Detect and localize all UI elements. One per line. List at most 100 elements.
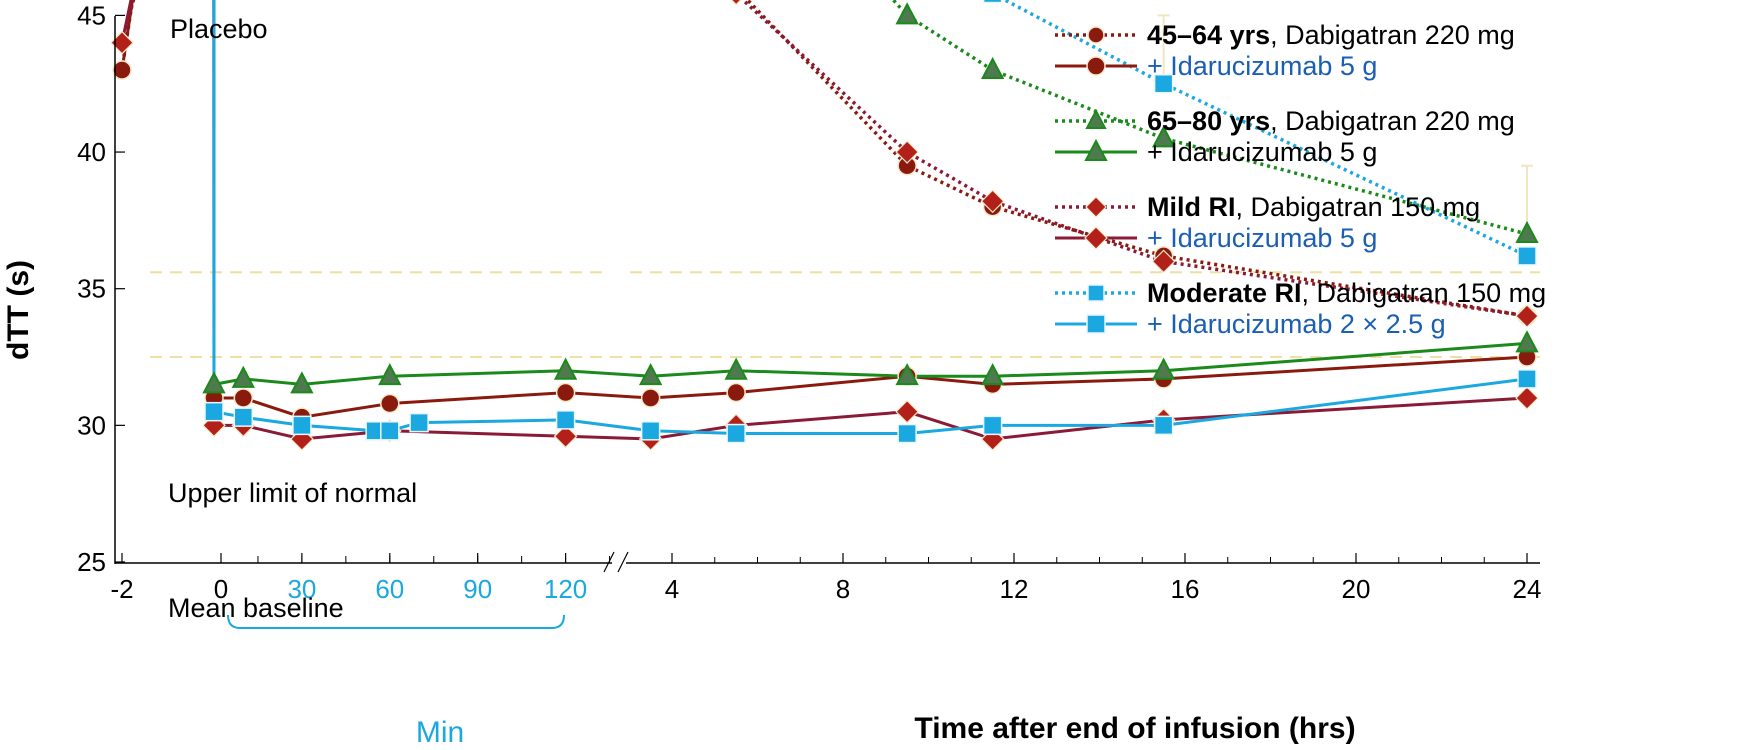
- marker-square: [897, 423, 917, 444]
- marker-triangle: [378, 363, 402, 386]
- x-tick-label-min-30: 30: [287, 574, 316, 604]
- marker-triangle: [895, 363, 919, 386]
- marker-square: [982, 0, 1003, 4]
- x-min-label: Min: [416, 716, 464, 749]
- legend-rest: , Dabigatran 150 mg: [1302, 278, 1547, 308]
- series-markers: [110, 0, 1539, 451]
- marker-circle: [640, 388, 661, 408]
- x-tick-label-hrs-16: 16: [1171, 574, 1200, 604]
- y-tick-label-40: 40: [77, 137, 106, 167]
- axis-break-mark: [603, 551, 615, 573]
- marker-square: [233, 407, 254, 427]
- error-bars: [1157, 14, 1533, 235]
- marker-diamond: [1084, 226, 1108, 250]
- legend-bold: 45–64 yrs: [1147, 20, 1270, 50]
- axes: 2530354045505560657075808590-20306090120…: [77, 0, 1542, 629]
- marker-triangle: [1515, 220, 1539, 244]
- legend-entry-age2: 65–80 yrs, Dabigatran 220 mg: [1147, 106, 1515, 136]
- marker-triangle: [1515, 330, 1539, 353]
- marker-circle: [233, 388, 254, 408]
- marker-triangle: [553, 357, 578, 380]
- marker-diamond: [1151, 249, 1176, 274]
- marker-diamond: [1515, 304, 1539, 328]
- marker-triangle: [231, 365, 255, 388]
- chart-break-gap: [598, 257, 632, 295]
- marker-square: [380, 421, 400, 441]
- axis-break-mark: [617, 551, 629, 573]
- upper-limit-label: Upper limit of normal: [168, 478, 417, 508]
- x-tick-label-min-60: 60: [375, 574, 404, 604]
- marker-triangle: [290, 371, 314, 394]
- marker-triangle: [895, 2, 919, 25]
- marker-square: [555, 410, 576, 430]
- annotations: Placebo Upper limit of normal Mean basel…: [2, 14, 1356, 749]
- marker-square: [640, 421, 661, 441]
- legend-sub-age1: + Idarucizumab 5 g: [1147, 51, 1377, 81]
- y-tick-label-35: 35: [77, 274, 106, 304]
- legend-entry-moderate: Moderate RI, Dabigatran 150 mg: [1147, 278, 1546, 308]
- x-tick-label--2: -2: [110, 574, 133, 604]
- marker-diamond: [980, 189, 1005, 214]
- x-tick-label-min-90: 90: [463, 574, 492, 604]
- marker-triangle: [1151, 357, 1176, 380]
- legend-entry-age1: 45–64 yrs, Dabigatran 220 mg: [1147, 20, 1515, 50]
- marker-circle: [380, 393, 400, 414]
- x-tick-label-hrs-20: 20: [1342, 574, 1371, 604]
- marker-square: [409, 412, 429, 433]
- legend-bold: 65–80 yrs: [1147, 106, 1270, 136]
- marker-circle: [112, 60, 132, 80]
- marker-triangle: [980, 363, 1005, 386]
- legend-sub-moderate: + Idarucizumab 2 × 2.5 g: [1147, 309, 1446, 339]
- marker-square: [1153, 73, 1174, 94]
- mean-baseline-label: Mean baseline: [168, 593, 344, 623]
- x-tick-label-hrs-8: 8: [836, 574, 850, 604]
- legend: 45–64 yrs, Dabigatran 220 mg+ Idarucizum…: [1055, 20, 1546, 339]
- legend-sub-age2: + Idarucizumab 5 g: [1147, 137, 1377, 167]
- marker-circle: [555, 382, 576, 403]
- marker-square: [982, 415, 1003, 436]
- x-tick-label-hrs-24: 24: [1513, 574, 1542, 604]
- legend-sub-mild: + Idarucizumab 5 g: [1147, 223, 1377, 253]
- marker-triangle: [724, 357, 748, 380]
- marker-triangle: [1085, 108, 1107, 129]
- marker-square: [1517, 369, 1537, 389]
- x-tick-label-hrs-4: 4: [665, 574, 679, 604]
- legend-bold: Moderate RI: [1147, 278, 1302, 308]
- x-tick-label-min-120: 120: [544, 574, 587, 604]
- marker-diamond: [895, 399, 919, 424]
- legend-entry-mild: Mild RI, Dabigatran 150 mg: [1147, 192, 1480, 222]
- marker-diamond: [553, 424, 578, 449]
- marker-square: [726, 423, 746, 444]
- marker-diamond: [895, 140, 919, 164]
- legend-rest: , Dabigatran 150 mg: [1236, 192, 1481, 222]
- y-tick-label-45: 45: [77, 0, 106, 30]
- y-tick-label-30: 30: [77, 410, 106, 440]
- y-tick-label-25: 25: [77, 547, 106, 577]
- marker-circle: [1086, 56, 1106, 76]
- marker-circle: [1087, 26, 1105, 44]
- marker-diamond: [730, 0, 742, 6]
- marker-diamond: [1515, 386, 1539, 410]
- marker-diamond: [1085, 196, 1107, 218]
- marker-triangle: [1151, 125, 1176, 148]
- legend-rest: , Dabigatran 220 mg: [1270, 20, 1515, 50]
- marker-triangle: [980, 56, 1005, 80]
- marker-triangle: [1084, 138, 1108, 161]
- reference-lines: [150, 271, 1540, 359]
- marker-square: [204, 401, 224, 422]
- marker-triangle: [638, 363, 663, 386]
- marker-square: [1517, 246, 1537, 266]
- marker-square: [1087, 284, 1105, 302]
- legend-rest: , Dabigatran 220 mg: [1270, 106, 1515, 136]
- marker-triangle: [202, 371, 226, 394]
- x-tick-label-hrs-12: 12: [1000, 574, 1029, 604]
- marker-square: [292, 415, 312, 436]
- x-tick-label-0: 0: [214, 574, 228, 604]
- placebo-label: Placebo: [170, 14, 268, 44]
- marker-square: [1153, 415, 1174, 436]
- y-axis-title: dTT (s): [2, 260, 35, 360]
- min-bracket: [227, 614, 565, 629]
- marker-square: [1086, 314, 1106, 334]
- x-axis-title: Time after end of infusion (hrs): [914, 712, 1355, 745]
